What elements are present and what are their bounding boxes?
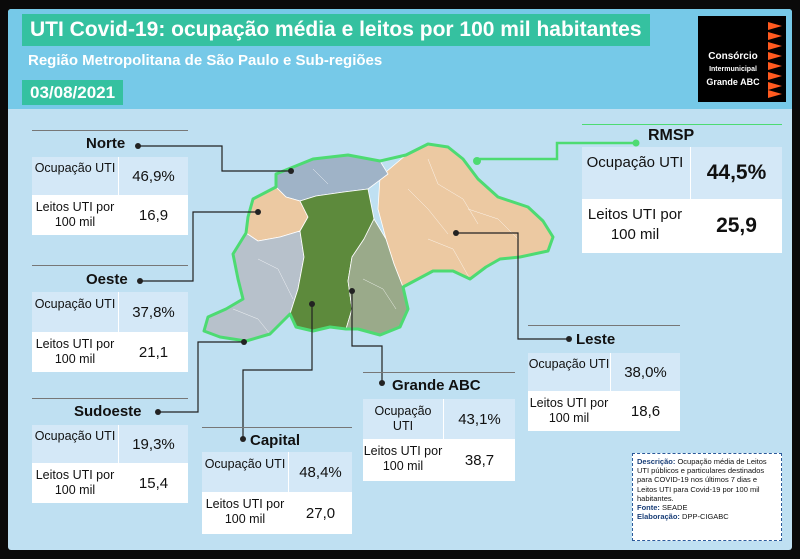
sudoeste-ocupacao-label: Ocupação UTI: [34, 429, 116, 443]
capital-ocupacao-label: Ocupação UTI: [204, 457, 286, 471]
norte-leitos-value: 16,9: [138, 206, 169, 224]
stat-rmsp: Ocupação UTI 44,5% Leitos UTI por 100 mi…: [582, 147, 782, 253]
note-descricao-label: Descrição:: [637, 457, 676, 466]
capital-leitos-value: 27,0: [305, 504, 336, 522]
rmsp-outline: [202, 142, 555, 343]
page-subtitle: Região Metropolitana de São Paulo e Sub-…: [28, 52, 383, 69]
capital-leitos-label: Leitos UTI por 100 mil: [205, 497, 285, 526]
note-elaboracao-label: Elaboração:: [637, 512, 680, 522]
leader-leste: [456, 232, 569, 340]
oeste-leitos-value: 21,1: [138, 343, 169, 361]
sudoeste-leitos-value: 15,4: [138, 474, 169, 492]
label-norte: Norte: [86, 135, 126, 152]
stat-sudoeste: Ocupação UTI 19,3% Leitos UTI por 100 mi…: [32, 425, 188, 503]
grande-abc-ocupacao-value: 43,1%: [458, 410, 501, 428]
grande-abc-ocupacao-label: Ocupação UTI: [374, 404, 432, 433]
stat-grande-abc: Ocupação UTI 43,1% Leitos UTI por 100 mi…: [363, 399, 515, 481]
consorcio-logo: Consórcio Intermunicipal Grande ABC: [698, 16, 786, 102]
date-badge: 03/08/2021: [22, 80, 124, 105]
label-rmsp: RMSP: [648, 127, 695, 144]
norte-ocupacao-label: Ocupação UTI: [34, 161, 116, 175]
logo-line-2: Intermunicipal: [709, 66, 757, 73]
rmsp-ocupacao-value: 44,5%: [706, 161, 767, 184]
note-descricao: Ocupação média de Leitos UTI públicos e …: [637, 457, 767, 503]
logo-line-3: Grande ABC: [706, 77, 760, 87]
logo-stripes-icon: [768, 22, 782, 98]
infographic-card: UTI Covid-19: ocupação média e leitos po…: [8, 9, 792, 550]
leader-sudoeste: [158, 341, 244, 413]
oeste-ocupacao-value: 37,8%: [132, 303, 175, 321]
rmsp-leitos-value: 25,9: [716, 214, 757, 237]
grande-abc-leitos-value: 38,7: [464, 451, 495, 469]
capital-ocupacao-value: 48,4%: [299, 463, 342, 481]
page-title: UTI Covid-19: ocupação média e leitos po…: [22, 14, 650, 46]
stat-leste: Ocupação UTI 38,0% Leitos UTI por 100 mi…: [528, 353, 680, 431]
region-sudoeste-shape: [203, 230, 305, 342]
label-oeste: Oeste: [86, 271, 128, 288]
leste-ocupacao-value: 38,0%: [624, 363, 667, 381]
label-capital: Capital: [250, 432, 301, 449]
norte-ocupacao-value: 46,9%: [132, 167, 175, 185]
stat-norte: Ocupação UTI 46,9% Leitos UTI por 100 mi…: [32, 157, 188, 235]
note-fonte-label: Fonte:: [637, 503, 660, 513]
leste-leitos-label: Leitos UTI por 100 mil: [529, 396, 609, 425]
rmsp-leitos-label: Leitos UTI por 100 mil: [587, 206, 683, 243]
note-fonte: SEADE: [662, 503, 688, 513]
leste-leitos-value: 18,6: [630, 402, 661, 420]
description-note: Descrição: Ocupação média de Leitos UTI …: [632, 453, 782, 541]
leader-norte: [138, 145, 291, 172]
stat-oeste: Ocupação UTI 37,8% Leitos UTI por 100 mi…: [32, 292, 188, 372]
sudoeste-ocupacao-value: 19,3%: [132, 435, 175, 453]
label-leste: Leste: [576, 331, 616, 348]
oeste-ocupacao-label: Ocupação UTI: [34, 297, 116, 311]
leader-grande-abc: [351, 291, 383, 383]
header-bar: UTI Covid-19: ocupação média e leitos po…: [8, 9, 792, 109]
label-sudoeste: Sudoeste: [74, 403, 142, 420]
region-leste-shape: [377, 143, 554, 288]
label-grande-abc: Grande ABC: [392, 377, 481, 394]
leader-oeste: [140, 211, 258, 282]
rmsp-ocupacao-label: Ocupação UTI: [586, 154, 684, 171]
oeste-leitos-label: Leitos UTI por 100 mil: [35, 337, 115, 366]
leste-ocupacao-label: Ocupação UTI: [528, 357, 610, 371]
leader-capital: [242, 304, 313, 439]
rmsp-map: [135, 139, 640, 442]
logo-line-1: Consórcio: [708, 51, 758, 62]
note-elaboracao: DPP-CIGABC: [682, 512, 729, 522]
sudoeste-leitos-label: Leitos UTI por 100 mil: [35, 468, 115, 497]
norte-leitos-label: Leitos UTI por 100 mil: [35, 200, 115, 229]
stat-capital: Ocupação UTI 48,4% Leitos UTI por 100 mi…: [202, 452, 352, 534]
grande-abc-leitos-label: Leitos UTI por 100 mil: [363, 444, 443, 473]
